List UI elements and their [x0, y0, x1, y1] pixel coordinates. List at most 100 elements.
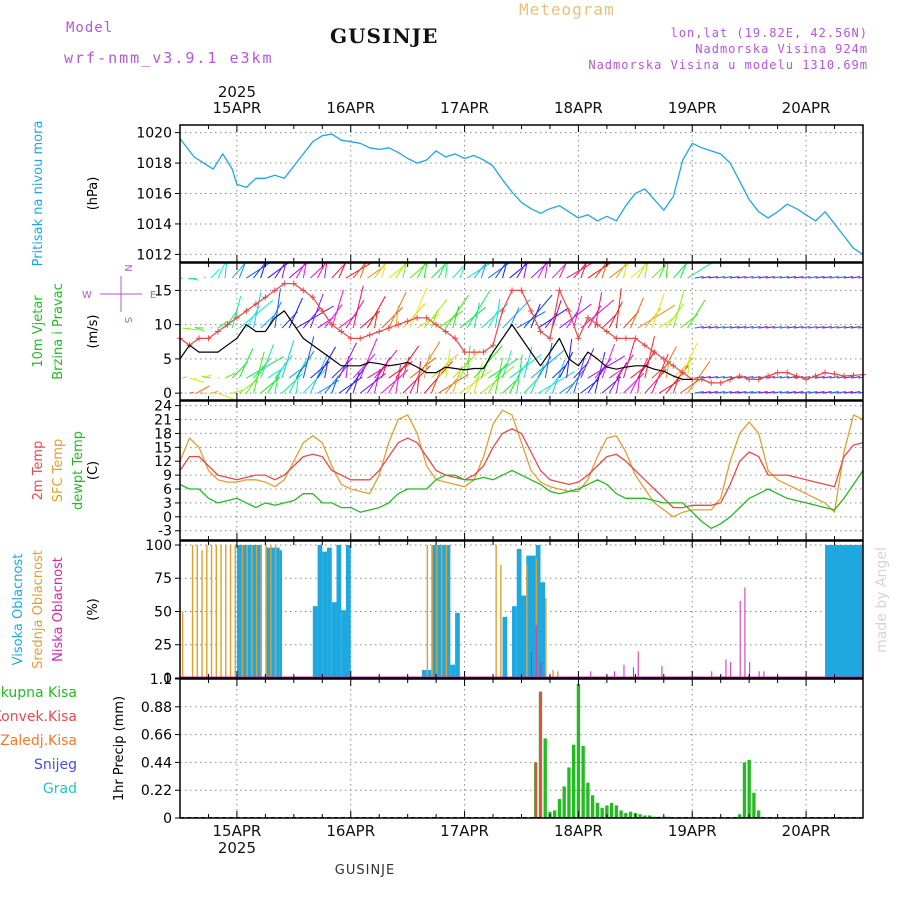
wind-arrow	[203, 374, 212, 379]
wind-arrow	[331, 376, 339, 394]
precip-total-bar	[643, 815, 647, 818]
wind-arrow	[402, 356, 410, 379]
wind-arrow	[480, 365, 515, 394]
panel-label-temp: dewpt Temp	[71, 431, 86, 510]
wind-arrow	[708, 391, 718, 394]
precip-total-bar	[557, 799, 562, 818]
cloud-high-bar	[327, 547, 332, 678]
wind-arrow	[217, 392, 235, 400]
wind-arrow	[502, 263, 508, 279]
wind-arrow	[794, 391, 804, 394]
wind-arrow	[779, 391, 790, 394]
wind-arrow	[794, 275, 804, 279]
wind-arrow	[373, 309, 379, 329]
wind-arrow	[672, 289, 685, 329]
wind-arrow	[580, 263, 587, 279]
cloud-mid-bar	[181, 611, 184, 678]
ytick-label-wind: 10	[154, 318, 172, 334]
wind-arrow	[188, 277, 197, 280]
precip-total-bar	[624, 812, 628, 818]
ytick-label-precip: 0.88	[141, 700, 172, 716]
wind-arrow	[438, 263, 447, 279]
wind-arrow	[352, 372, 360, 394]
wind-arrow	[302, 307, 321, 329]
panel-label-pressure: Pritisak na nivou mora	[31, 121, 46, 267]
wind-arrow	[815, 375, 825, 379]
wind-arrow	[630, 297, 644, 329]
wind-speed-line	[179, 310, 693, 380]
wind-arrow	[801, 391, 811, 394]
wind-arrow	[615, 354, 634, 379]
precip-convective-bar	[539, 691, 542, 818]
wind-arrow	[288, 297, 303, 329]
wind-arrow	[217, 320, 228, 329]
wind-arrow	[580, 348, 595, 379]
wind-arrow	[295, 350, 315, 379]
wind-arrow	[423, 299, 448, 329]
wind-arrow	[772, 275, 782, 279]
wind-arrow	[502, 350, 512, 379]
wind-arrow	[836, 325, 847, 329]
wind-arrow	[694, 325, 704, 329]
ytick-label-pressure: 1020	[136, 126, 172, 142]
wind-arrow	[309, 293, 324, 329]
wind-arrow	[651, 360, 672, 379]
ytick-label-cloud: 100	[145, 538, 172, 554]
cloud-mid-bar	[196, 544, 199, 678]
ytick-label-temp: 18	[154, 426, 172, 442]
cloud-high-bar	[526, 555, 536, 678]
wind-arrow	[594, 263, 607, 279]
cloud-high-bar	[540, 582, 546, 678]
wind-arrow	[801, 275, 811, 279]
wind-arrow	[559, 382, 575, 394]
wind-arrow	[551, 364, 567, 379]
precip-legend-item: Snijeg	[34, 757, 77, 773]
wind-arrow	[224, 372, 236, 379]
wind-arrow	[558, 263, 567, 279]
panel-label-wind: Brzina i Pravac	[51, 283, 66, 380]
wind-arrow	[779, 325, 790, 329]
wind-arrow	[196, 385, 210, 394]
wind-arrow	[737, 325, 747, 329]
wind-arrow	[459, 357, 470, 379]
wind-arrow	[281, 263, 287, 279]
wind-arrow	[737, 275, 747, 279]
ytick-label-precip: 0.22	[141, 783, 172, 799]
wind-arrow	[801, 325, 811, 329]
ytick-label-pressure: 1016	[136, 187, 172, 203]
wind-arrow	[829, 275, 839, 279]
wind-arrow	[402, 263, 407, 279]
ytick-label-temp: 24	[154, 399, 172, 415]
wind-arrow	[253, 292, 262, 329]
precip-total-bar	[647, 815, 652, 818]
wind-arrow	[615, 288, 622, 329]
wind-arrow	[637, 350, 656, 379]
cloud-high-bar	[521, 595, 527, 678]
wind-arrow	[701, 375, 711, 379]
wind-arrow	[345, 356, 350, 379]
wind-arrow	[352, 285, 364, 329]
cloud-mid-bar	[545, 598, 547, 678]
cloud-mid-bar	[445, 544, 448, 678]
wind-arrow	[473, 362, 483, 394]
cloud-low-bar	[540, 662, 542, 678]
precip-total-bar	[752, 792, 756, 818]
wind-arrow	[324, 304, 343, 329]
wind-arrow	[196, 327, 205, 332]
ytick-label-cloud: 50	[154, 604, 172, 620]
wind-arrow	[423, 263, 428, 279]
cloud-low-bar	[763, 671, 765, 678]
cloud-mid-bar	[526, 564, 528, 678]
wind-arrow	[180, 277, 183, 280]
cloud-mid-bar	[220, 544, 222, 678]
wind-arrow	[708, 375, 718, 379]
cloud-high-bar	[341, 610, 347, 678]
ytick-label-cloud: 25	[154, 638, 172, 654]
wind-arrow	[452, 306, 460, 329]
cloud-low-bar	[730, 662, 732, 678]
model-label: Model	[66, 20, 114, 36]
precip-total-bar	[609, 802, 614, 818]
date-label-top: 17APR	[440, 99, 489, 117]
wind-arrow	[430, 369, 442, 394]
